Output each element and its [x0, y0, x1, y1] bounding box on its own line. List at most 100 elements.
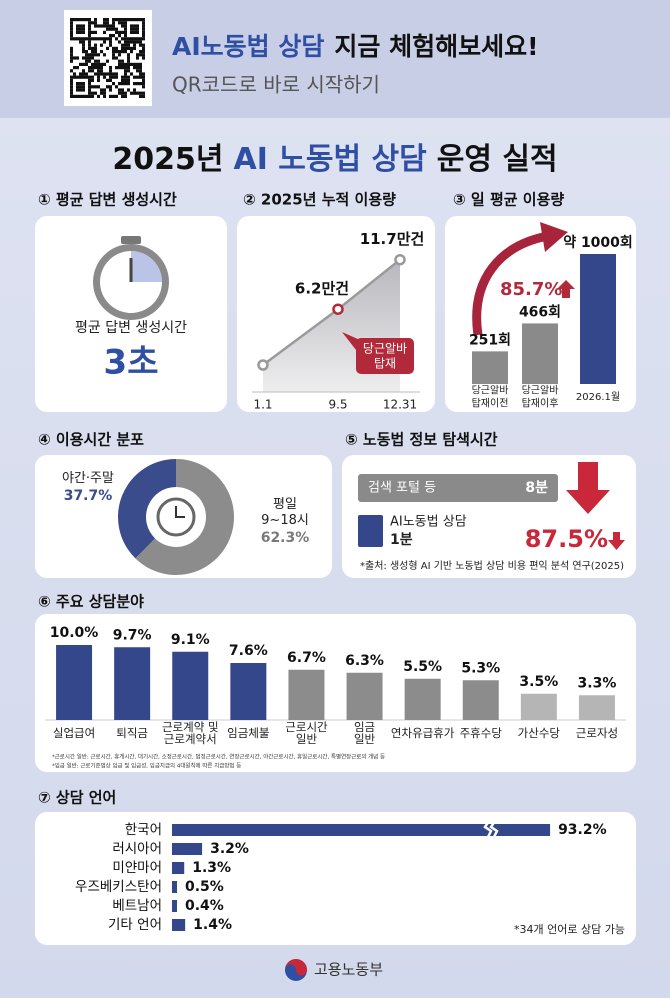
bar — [172, 843, 203, 855]
x-tick-label: 12.31 — [383, 398, 417, 412]
value-label: 9.1% — [171, 632, 210, 648]
qr-module — [133, 24, 136, 28]
qr-module — [85, 94, 88, 98]
bar — [172, 651, 209, 720]
qr-module — [121, 66, 124, 70]
stopwatch-icon — [93, 236, 169, 320]
category-label: 근로자성 — [576, 726, 618, 740]
value-label: 6.2만건 — [295, 280, 349, 298]
qr-module — [130, 46, 133, 50]
qr-module — [121, 91, 124, 95]
qr-module — [88, 46, 91, 50]
reduction-label: 87.5% — [525, 525, 608, 553]
bar — [358, 474, 558, 502]
qr-module — [124, 27, 127, 31]
qr-module — [139, 43, 142, 47]
qr-module — [118, 18, 121, 22]
qr-module — [130, 18, 133, 22]
value-label: 0.5% — [185, 879, 224, 895]
qr-module — [136, 82, 139, 86]
qr-module — [133, 27, 136, 31]
qr-module — [118, 53, 121, 57]
bar — [522, 323, 558, 384]
qr-module — [112, 56, 115, 60]
qr-module — [70, 46, 73, 50]
qr-module — [94, 59, 97, 63]
qr-module — [142, 24, 145, 28]
qr-module — [109, 40, 112, 44]
qr-module — [118, 59, 121, 63]
bar — [472, 351, 508, 384]
bar — [462, 680, 499, 720]
qr-module — [109, 88, 112, 92]
qr-module — [88, 78, 91, 82]
qr-module — [73, 75, 76, 79]
qr-module — [109, 72, 112, 76]
qr-module — [82, 62, 85, 66]
qr-module — [118, 88, 121, 92]
qr-module — [91, 30, 94, 34]
qr-code[interactable] — [70, 18, 145, 98]
qr-module — [136, 30, 139, 34]
qr-module — [142, 78, 145, 82]
qr-module — [115, 18, 118, 22]
qr-module — [136, 91, 139, 95]
qr-module — [127, 62, 130, 66]
qr-module — [121, 37, 124, 41]
qr-module — [94, 53, 97, 57]
qr-module — [73, 37, 76, 41]
qr-module — [124, 24, 127, 28]
qr-module — [88, 30, 91, 34]
qr-module — [82, 50, 85, 54]
qr-module — [133, 43, 136, 47]
value-label: 6.7% — [287, 650, 326, 666]
category-label: 미얀마어 — [112, 860, 162, 876]
qr-module — [88, 53, 91, 57]
qr-module — [70, 21, 73, 25]
qr-module — [136, 53, 139, 57]
qr-module — [70, 56, 73, 60]
qr-module — [94, 72, 97, 76]
qr-module — [106, 27, 109, 31]
qr-module — [94, 66, 97, 70]
qr-module — [142, 37, 145, 41]
qr-module — [70, 88, 73, 92]
qr-module — [142, 21, 145, 25]
qr-module — [94, 50, 97, 54]
metric-value: 3초 — [104, 343, 159, 383]
qr-module — [70, 85, 73, 89]
clock-hands — [175, 506, 185, 518]
qr-module — [88, 34, 91, 38]
qr-module — [85, 56, 88, 60]
qr-module — [103, 94, 106, 98]
ministry-emblem — [285, 959, 307, 981]
qr-module — [121, 75, 124, 79]
qr-module — [139, 62, 142, 66]
headline: AI노동법 상담 지금 체험해보세요! — [172, 32, 538, 61]
qr-module — [106, 85, 109, 89]
donut-slice — [118, 459, 176, 559]
value-label: 5.3% — [461, 660, 500, 676]
qr-module — [127, 78, 130, 82]
qr-module — [142, 91, 145, 95]
qr-module — [100, 43, 103, 47]
qr-module — [109, 85, 112, 89]
qr-module — [142, 94, 145, 98]
qr-module — [109, 69, 112, 73]
footnote: *근로시간 일반: 근로시간, 휴게시간, 대기시간, 소정근로시간, 법정근로… — [52, 753, 385, 761]
qr-module — [139, 82, 142, 86]
qr-module — [127, 66, 130, 70]
qr-module — [118, 91, 121, 95]
qr-module — [88, 82, 91, 86]
qr-module — [121, 43, 124, 47]
x-tick-label: 1.1 — [253, 398, 272, 412]
qr-module — [112, 75, 115, 79]
metric-label: 평균 답변 생성시간 — [75, 320, 187, 336]
qr-module — [94, 85, 97, 89]
qr-module — [142, 50, 145, 54]
qr-module — [88, 66, 91, 70]
growth-arrowhead — [540, 222, 568, 252]
qr-module — [124, 82, 127, 86]
value-label: 3.5% — [519, 674, 558, 690]
qr-module — [115, 27, 118, 31]
